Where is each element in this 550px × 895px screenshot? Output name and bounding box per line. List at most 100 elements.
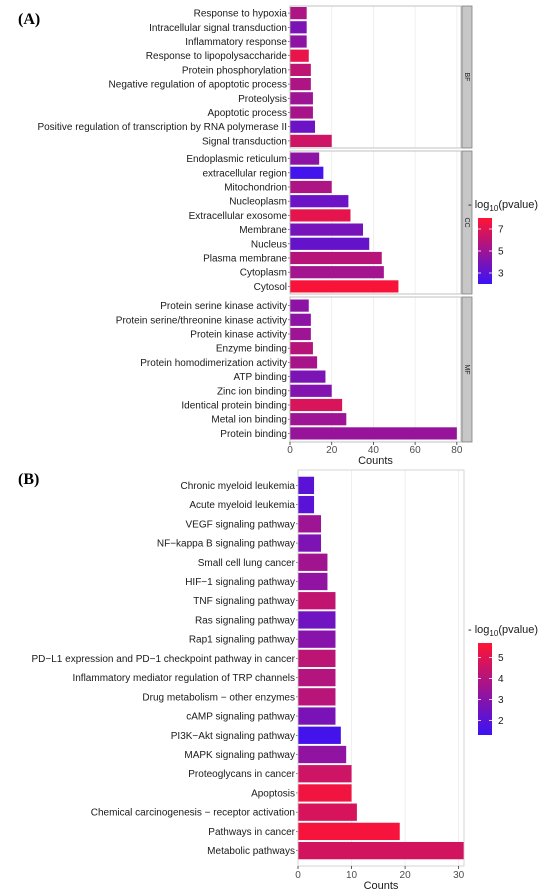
category-label-metal-ion-binding: Metal ion binding [211, 415, 287, 426]
category-label-small-cell-lung-cancer: Small cell lung cancer [198, 558, 296, 569]
category-label-apoptotic-process: Apoptotic process [208, 108, 288, 119]
bar-protein-homodimerization-activity [290, 356, 318, 369]
facet-label-bf: BF [463, 73, 470, 82]
panel-a-xtick-label: 60 [410, 445, 422, 456]
panel-a-label: (A) [18, 11, 40, 28]
panel-b-x-axis-title: Counts [364, 880, 399, 892]
category-label-pathways-in-cancer: Pathways in cancer [208, 827, 295, 838]
panel-a-legend-colorbar [478, 218, 492, 284]
category-label-response-to-hypoxia: Response to hypoxia [194, 9, 288, 20]
bar-membrane [290, 223, 363, 236]
category-label-rap1-signaling-pathway: Rap1 signaling pathway [189, 635, 295, 646]
category-label-acute-myeloid-leukemia: Acute myeloid leukemia [189, 500, 295, 511]
bar-nucleoplasm [290, 195, 349, 208]
facet-bf: Response to hypoxia Intracellular signal … [37, 5, 473, 149]
category-label-vegf-signaling-pathway: VEGF signaling pathway [185, 519, 295, 530]
category-label-endoplasmic-reticulum: Endoplasmic reticulum [186, 154, 287, 165]
panel-b-legend-colorbar [478, 643, 492, 735]
bar-plasma-membrane [290, 251, 382, 265]
facet-strip-mf [461, 296, 473, 443]
category-label-cytosol: Cytosol [254, 282, 287, 293]
category-label-protein-phosphorylation: Protein phosphorylation [182, 65, 287, 76]
bar-extracellular-region [290, 166, 324, 179]
panel-a-legend-title: - log10(pvalue) [468, 199, 538, 213]
bar-apoptotic-process [290, 106, 313, 119]
bar-chronic-myeloid-leukemia [298, 476, 315, 495]
panel-a-legend-tick-label: 5 [498, 247, 504, 258]
bar-negative-regulation-of-apoptotic-process [290, 78, 311, 91]
facet-cc: Endoplasmic reticulum extracellular regio… [186, 150, 473, 295]
bar-proteolysis [290, 92, 313, 105]
facet-strip-cc [461, 150, 473, 295]
bar-ras-signaling-pathway [298, 611, 336, 629]
category-label-hif-1-signaling-pathway: HIF−1 signaling pathway [185, 577, 295, 588]
facet-strip-bf [461, 5, 473, 149]
category-label-chemical-carcinogenesis-receptor-activation: Chemical carcinogenesis − receptor activ… [91, 808, 295, 819]
category-label-mitochondrion: Mitochondrion [224, 183, 287, 194]
bar-atp-binding [290, 370, 326, 383]
category-label-nucleoplasm: Nucleoplasm [229, 197, 287, 208]
category-label-drug-metabolism-other-enzymes: Drug metabolism − other enzymes [142, 692, 295, 703]
facet-panel-border [289, 296, 462, 443]
category-label-camp-signaling-pathway: cAMP signaling pathway [186, 712, 295, 723]
panel-a-chart: Response to hypoxia Intracellular signal … [37, 5, 538, 467]
category-label-proteoglycans-in-cancer: Proteoglycans in cancer [188, 769, 295, 780]
bar-protein-binding [290, 427, 457, 440]
bar-nucleus [290, 237, 370, 250]
panel-a-xtick-label: 0 [287, 445, 293, 456]
category-label-apoptosis: Apoptosis [251, 788, 295, 799]
bar-apoptosis [298, 784, 352, 802]
bar-protein-serine-threonine-kinase-activity [290, 313, 311, 326]
panel-b-chart: Chronic myeloid leukemia Acute myeloid le… [32, 469, 538, 892]
category-label-ras-signaling-pathway: Ras signaling pathway [195, 615, 295, 626]
category-label-protein-kinase-activity: Protein kinase activity [190, 330, 287, 341]
panel-b-xtick-label: 10 [346, 870, 358, 881]
facet-mf: Protein serine kinase activity Protein se… [116, 296, 473, 443]
category-label-pd-l1-expression-and-pd-1-checkpoint-pathway-in-cancer: PD−L1 expression and PD−1 checkpoint pat… [32, 654, 296, 665]
category-label-protein-serine-threonine-kinase-activity: Protein serine/threonine kinase activity [116, 315, 287, 326]
panel-a-x-axis-title: Counts [358, 455, 393, 467]
bar-mapk-signaling-pathway [298, 745, 347, 764]
bar-positive-regulation-of-transcription-by-rna-polymerase-ii [290, 120, 316, 133]
bar-protein-phosphorylation [290, 63, 311, 76]
bar-protein-serine-kinase-activity [290, 299, 309, 312]
panel-b-legend-tick-label: 3 [498, 695, 504, 706]
category-label-protein-serine-kinase-activity: Protein serine kinase activity [160, 301, 287, 312]
panel-b-xtick-label: 30 [453, 870, 465, 881]
bar-pd-l1-expression-and-pd-1-checkpoint-pathway-in-cancer [298, 649, 336, 668]
category-label-metabolic-pathways: Metabolic pathways [207, 846, 295, 857]
bar-pathways-in-cancer [298, 822, 400, 841]
category-label-nucleus: Nucleus [251, 239, 287, 250]
facet-panel-background [290, 6, 461, 148]
category-label-cytoplasm: Cytoplasm [240, 268, 287, 279]
bar-mitochondrion [290, 180, 332, 194]
panel-b-xtick-label: 20 [400, 870, 412, 881]
bar-inflammatory-mediator-regulation-of-trp-channels [298, 668, 336, 687]
category-label-chronic-myeloid-leukemia: Chronic myeloid leukemia [181, 481, 296, 492]
bar-nf-kappa-b-signaling-pathway [298, 534, 322, 552]
category-label-identical-protein-binding: Identical protein binding [181, 401, 287, 412]
category-label-protein-binding: Protein binding [220, 429, 287, 440]
facet-panel-border [289, 150, 462, 295]
facet-label-mf: MF [463, 364, 470, 374]
panel-a-xtick-label: 80 [451, 445, 463, 456]
category-label-proteolysis: Proteolysis [238, 94, 287, 105]
category-label-mapk-signaling-pathway: MAPK signaling pathway [184, 750, 295, 761]
category-label-inflammatory-mediator-regulation-of-trp-channels: Inflammatory mediator regulation of TRP … [72, 673, 295, 684]
category-label-extracellular-region: extracellular region [203, 168, 288, 179]
facet-panel-border [289, 5, 462, 149]
panel-b-border [297, 469, 465, 867]
bar-rap1-signaling-pathway [298, 630, 336, 648]
category-label-tnf-signaling-pathway: TNF signaling pathway [193, 596, 295, 607]
panel-a-legend-tick-label: 7 [498, 225, 504, 236]
category-label-plasma-membrane: Plasma membrane [203, 254, 287, 265]
bar-hif-1-signaling-pathway [298, 572, 328, 591]
category-label-zinc-ion-binding: Zinc ion binding [217, 386, 287, 397]
category-label-intracellular-signal-transduction: Intracellular signal transduction [149, 23, 287, 34]
bar-extracellular-exosome [290, 209, 351, 222]
panel-b-legend-tick-label: 4 [498, 674, 504, 685]
bar-proteoglycans-in-cancer [298, 765, 352, 783]
bar-inflammatory-response [290, 35, 307, 48]
category-label-signal-transduction: Signal transduction [202, 136, 287, 147]
